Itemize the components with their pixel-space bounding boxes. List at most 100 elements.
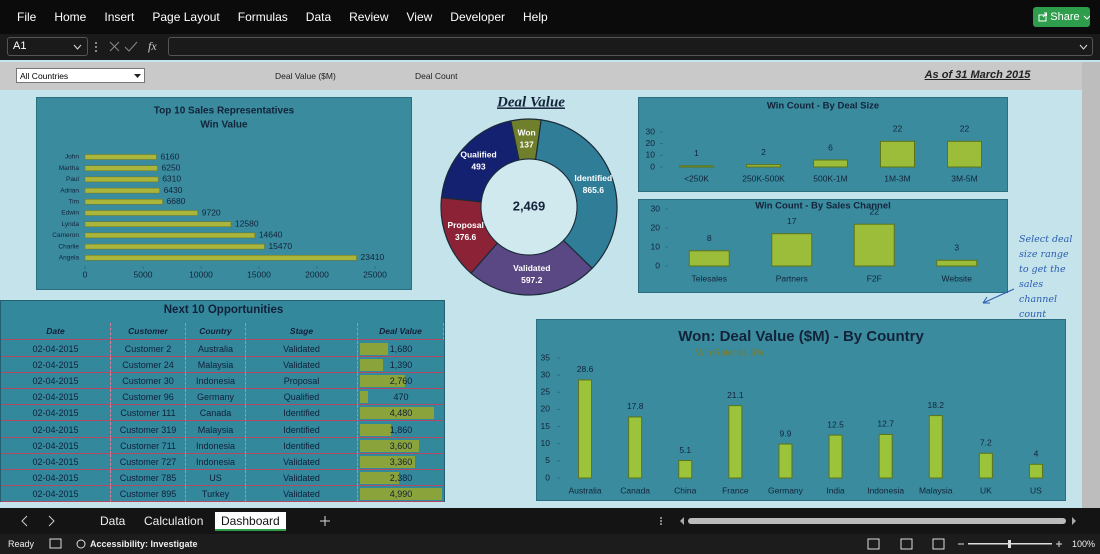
y-tick-label: 30 (646, 126, 656, 136)
x-tick-label: 20000 (305, 269, 329, 279)
status-bar: Ready Accessibility: Investigate 100% (0, 534, 1100, 554)
x-tick-label: Website (941, 273, 972, 283)
share-label: Share (1050, 11, 1080, 23)
center-total: 2,469 (513, 198, 546, 213)
tab-nav[interactable] (18, 515, 62, 527)
table-cell: Customer 727 (111, 453, 186, 470)
menu-item[interactable]: Page Layout (152, 10, 220, 24)
x-tick-label: Partners (776, 273, 808, 283)
deal-value-cell: 4,990 (358, 486, 444, 502)
zoom-level[interactable]: 100% (1072, 539, 1096, 549)
segment-value: 376.6 (455, 232, 477, 242)
bar (84, 255, 357, 261)
formula-input[interactable] (168, 37, 1093, 56)
x-tick-label: Germany (768, 485, 804, 495)
table-cell: Validated (246, 341, 358, 357)
x-tick-label: <250K (684, 173, 709, 183)
sheet-tab[interactable]: Data (100, 514, 126, 528)
deal-value-cell: 3,600 (358, 438, 444, 454)
table-cell: Canada (186, 405, 246, 422)
menu-item[interactable]: Formulas (237, 10, 288, 24)
data-label: 12580 (235, 218, 259, 228)
y-tick-label: Tim (68, 199, 79, 206)
data-label: 8 (707, 233, 712, 243)
column-header: Customer (111, 323, 186, 340)
segment-value: 597.2 (521, 275, 543, 285)
cell-ref: A1 (13, 40, 27, 52)
formula-icons (95, 41, 138, 52)
menu-item[interactable]: Insert (104, 10, 135, 24)
segment-label: Identified (574, 173, 612, 183)
donut-segment (440, 120, 520, 203)
sheet-tab[interactable]: Dashboard (215, 512, 286, 531)
bar (688, 250, 730, 267)
chevron (1083, 15, 1090, 20)
y-tick-label: 0 (650, 161, 655, 171)
x-tick-label: 3M-5M (951, 173, 977, 183)
function-icon[interactable]: fx (148, 39, 157, 53)
deal-value: 3,360 (389, 456, 413, 467)
bar (813, 159, 848, 168)
menu-item[interactable]: File (17, 10, 37, 24)
data-label: 7.2 (980, 438, 992, 448)
opportunities-table: Next 10 Opportunities Date Customer Countr… (0, 300, 445, 502)
x-tick-label: Australia (569, 485, 602, 495)
table-cell: Malaysia (186, 357, 246, 374)
y-tick-label: 20 (541, 404, 551, 414)
y-tick-label: Adrian (60, 187, 79, 194)
data-label: 6250 (162, 162, 181, 172)
view-controls[interactable] (866, 537, 1062, 551)
table-cell: Customer 711 (111, 437, 186, 454)
name-box[interactable]: A1 (7, 37, 88, 56)
column-header: Country (186, 323, 246, 340)
bar (84, 187, 160, 194)
table-cell: Identified (246, 405, 358, 422)
radio-label: Deal Count (415, 71, 458, 81)
data-label: 3 (954, 243, 959, 253)
chart-title: Top 10 Sales Representatives (154, 106, 295, 117)
x-tick-label: China (674, 485, 696, 495)
chart-title: Win Count - By Sales Channel (755, 201, 891, 212)
menu-item[interactable]: Data (305, 10, 332, 24)
segment-label: Qualified (460, 150, 496, 160)
menu-item[interactable]: Help (523, 10, 548, 24)
accessibility[interactable]: Accessibility: Investigate (90, 539, 198, 549)
data-label: 9.9 (780, 428, 792, 438)
deal-value: 2,380 (389, 472, 413, 483)
x-tick-label: 0 (83, 269, 88, 279)
menu-item[interactable]: Developer (450, 10, 505, 24)
sheet-tab[interactable]: Calculation (144, 514, 204, 528)
country-chart: Won: Deal Value ($M) - By Country Win Rat… (536, 319, 1066, 501)
data-label: 14640 (259, 230, 283, 240)
data-label: 12.7 (877, 419, 894, 429)
bar (880, 140, 915, 168)
data-bar (360, 391, 368, 404)
menu-item[interactable]: View (406, 10, 433, 24)
deal-value: 1,680 (389, 344, 413, 354)
add-sheet[interactable] (319, 515, 331, 527)
bar (947, 140, 982, 168)
bar (1028, 463, 1043, 479)
deal-value-cell: 2,760 (358, 373, 444, 390)
deal-value-cell: 1,680 (358, 341, 444, 357)
y-tick-label: 0 (655, 260, 660, 270)
control-strip: All Countries As of 31 March 2015 Deal V… (0, 62, 1082, 90)
country-dropdown[interactable]: All Countries (16, 68, 145, 83)
formula-bar: A1 fx (0, 34, 1100, 60)
menu-item[interactable]: Home (54, 10, 87, 24)
y-tick-label: John (65, 154, 79, 161)
y-tick-label: 20 (651, 222, 661, 232)
annotation: Select deal size range to get the sales … (1019, 234, 1073, 320)
data-label: 17.8 (627, 401, 644, 411)
donut-segment (470, 239, 593, 296)
segment-value: 865.6 (583, 185, 605, 195)
h-scrollbar[interactable] (658, 516, 1098, 526)
deal-size-chart: Win Count - By Deal Size01020301<250K225… (638, 97, 1008, 192)
table-cell: 02-04-2015 (1, 405, 111, 422)
share-button[interactable]: Share (1033, 7, 1090, 27)
menu-item[interactable]: Review (349, 10, 389, 24)
data-label: 6310 (162, 174, 181, 184)
y-tick-label: 20 (646, 138, 656, 148)
sheet-tab-bar: Data Calculation Dashboard (0, 508, 1100, 534)
y-tick-label: 35 (541, 352, 551, 362)
